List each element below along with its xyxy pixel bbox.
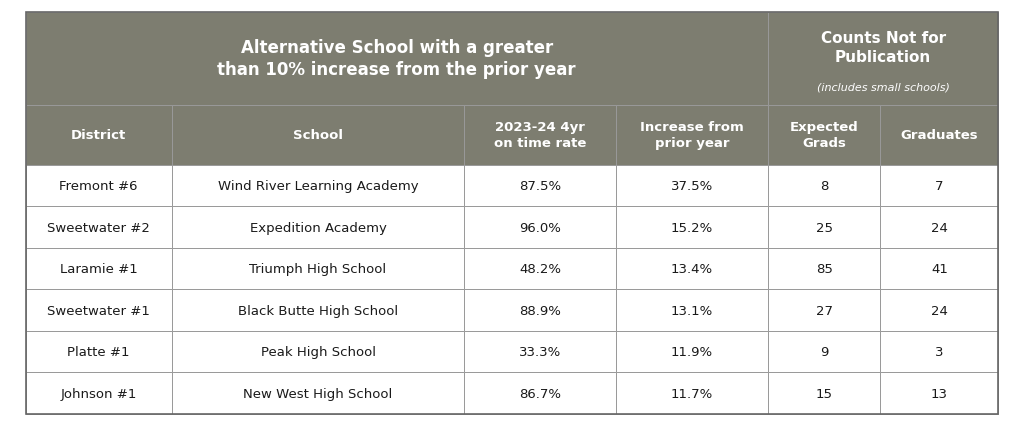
Bar	[26, 248, 172, 290]
Bar	[616, 166, 768, 207]
Bar	[881, 331, 998, 372]
Text: 37.5%: 37.5%	[671, 180, 713, 193]
Bar	[768, 166, 881, 207]
Bar	[616, 105, 768, 166]
Text: 2023-24 4yr
on time rate: 2023-24 4yr on time rate	[494, 121, 587, 150]
Text: 9: 9	[820, 345, 828, 358]
Text: 24: 24	[931, 304, 948, 317]
Bar	[768, 13, 998, 105]
Text: 48.2%: 48.2%	[519, 262, 561, 276]
Text: 96.0%: 96.0%	[519, 221, 561, 234]
Bar	[768, 248, 881, 290]
Bar	[768, 372, 881, 414]
Text: Expedition Academy: Expedition Academy	[250, 221, 386, 234]
Text: Triumph High School: Triumph High School	[250, 262, 387, 276]
Bar	[172, 372, 464, 414]
Bar	[881, 105, 998, 166]
Text: Platte #1: Platte #1	[68, 345, 130, 358]
Bar	[464, 372, 616, 414]
Bar	[881, 166, 998, 207]
Bar	[26, 372, 172, 414]
Text: Wind River Learning Academy: Wind River Learning Academy	[218, 180, 419, 193]
Bar	[616, 207, 768, 248]
Bar	[172, 290, 464, 331]
Text: Expected
Grads: Expected Grads	[790, 121, 858, 150]
Bar	[172, 166, 464, 207]
Bar	[464, 290, 616, 331]
Text: 13: 13	[931, 387, 948, 400]
Text: Laramie #1: Laramie #1	[59, 262, 137, 276]
Bar	[768, 105, 881, 166]
Bar	[464, 105, 616, 166]
Bar	[172, 207, 464, 248]
Bar	[616, 248, 768, 290]
Text: 85: 85	[816, 262, 833, 276]
Text: Peak High School: Peak High School	[260, 345, 376, 358]
Bar	[172, 248, 464, 290]
Bar	[768, 290, 881, 331]
Bar	[768, 331, 881, 372]
Text: 33.3%: 33.3%	[519, 345, 561, 358]
Text: 15.2%: 15.2%	[671, 221, 713, 234]
Text: 25: 25	[815, 221, 833, 234]
Text: Johnson #1: Johnson #1	[60, 387, 137, 400]
Text: 88.9%: 88.9%	[519, 304, 561, 317]
Bar	[464, 248, 616, 290]
Bar	[172, 105, 464, 166]
Text: Sweetwater #1: Sweetwater #1	[47, 304, 151, 317]
Text: Fremont #6: Fremont #6	[59, 180, 138, 193]
Bar	[26, 331, 172, 372]
Text: 27: 27	[815, 304, 833, 317]
Text: 24: 24	[931, 221, 948, 234]
Text: 13.4%: 13.4%	[671, 262, 713, 276]
Text: Black Butte High School: Black Butte High School	[238, 304, 398, 317]
Text: 3: 3	[935, 345, 943, 358]
Bar	[616, 290, 768, 331]
Text: 87.5%: 87.5%	[519, 180, 561, 193]
Text: Alternative School with a greater
than 10% increase from the prior year: Alternative School with a greater than 1…	[217, 39, 577, 79]
Text: Sweetwater #2: Sweetwater #2	[47, 221, 151, 234]
Bar	[26, 13, 768, 105]
Text: District: District	[71, 129, 126, 142]
Bar	[881, 372, 998, 414]
Text: 15: 15	[815, 387, 833, 400]
Bar	[172, 331, 464, 372]
Bar	[26, 105, 172, 166]
Text: Counts Not for
Publication: Counts Not for Publication	[820, 32, 946, 65]
Bar	[26, 166, 172, 207]
Text: 41: 41	[931, 262, 948, 276]
Bar	[616, 372, 768, 414]
Text: 13.1%: 13.1%	[671, 304, 713, 317]
Bar	[768, 207, 881, 248]
Bar	[616, 331, 768, 372]
Bar	[26, 207, 172, 248]
Text: 11.9%: 11.9%	[671, 345, 713, 358]
Text: School: School	[293, 129, 343, 142]
Bar	[464, 166, 616, 207]
Text: 8: 8	[820, 180, 828, 193]
Bar	[881, 290, 998, 331]
Text: (includes small schools): (includes small schools)	[817, 82, 949, 92]
Text: Graduates: Graduates	[900, 129, 978, 142]
Bar	[881, 207, 998, 248]
Text: 86.7%: 86.7%	[519, 387, 561, 400]
Bar	[464, 331, 616, 372]
Text: New West High School: New West High School	[244, 387, 392, 400]
Text: Increase from
prior year: Increase from prior year	[640, 121, 743, 150]
Text: 7: 7	[935, 180, 943, 193]
Text: 11.7%: 11.7%	[671, 387, 713, 400]
Bar	[464, 207, 616, 248]
Bar	[26, 290, 172, 331]
Bar	[881, 248, 998, 290]
